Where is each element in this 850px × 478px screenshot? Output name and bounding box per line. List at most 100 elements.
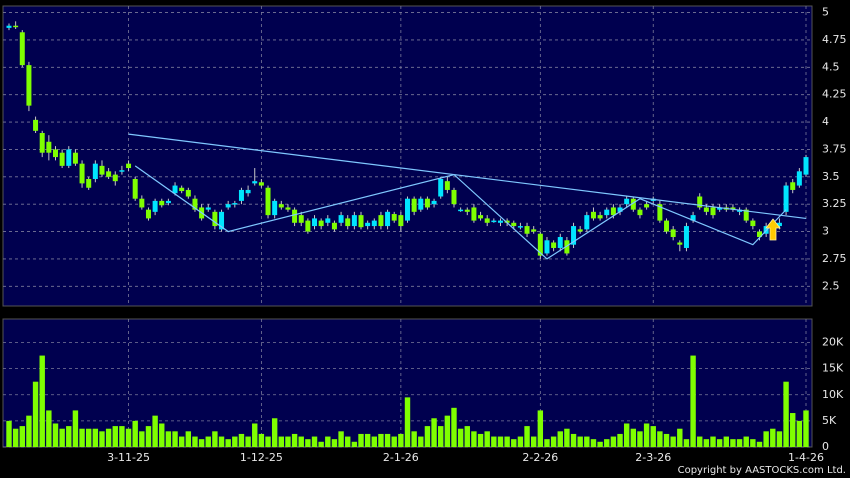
candle-body <box>730 207 736 210</box>
candle-body <box>610 207 616 216</box>
candle-body <box>19 32 25 66</box>
volume-bar <box>198 439 205 447</box>
candle-body <box>99 165 105 175</box>
candle-body <box>571 226 577 245</box>
candle-body <box>219 211 225 230</box>
volume-bar <box>716 439 723 447</box>
candle-body <box>657 204 663 221</box>
volume-bar <box>770 428 776 447</box>
volume-bar <box>245 436 251 447</box>
volume-bar <box>584 436 590 447</box>
candle-body <box>72 152 78 164</box>
volume-bar <box>192 436 198 447</box>
candle-body <box>119 170 125 172</box>
candle-body <box>517 226 523 228</box>
volume-bar <box>477 433 484 447</box>
volume-bar <box>491 436 497 447</box>
volume-bar <box>391 436 397 447</box>
candle-body <box>106 171 112 177</box>
candle-body <box>644 204 650 208</box>
candle-body <box>272 200 278 216</box>
volume-bar <box>291 433 298 447</box>
y-tick-label: 4 <box>822 115 829 128</box>
candle-body <box>205 207 211 210</box>
y-tick-label: 5K <box>822 414 837 427</box>
candle-body <box>604 209 610 216</box>
candle-body <box>464 209 470 212</box>
volume-bar <box>345 436 351 447</box>
candle-body <box>391 214 397 221</box>
candle-body <box>132 178 138 199</box>
signal-arrow <box>765 218 781 241</box>
candle-body <box>683 226 689 248</box>
volume-bar <box>604 439 610 447</box>
candle-body <box>52 149 58 158</box>
candle-body <box>405 198 410 221</box>
candle-body <box>458 209 464 212</box>
volume-bar <box>650 426 656 447</box>
volume-bar <box>438 426 444 447</box>
volume-bar <box>637 431 643 447</box>
candle-body <box>590 211 596 219</box>
candle-body <box>385 211 391 227</box>
candle-body <box>398 215 404 227</box>
volume-bar <box>756 441 763 447</box>
candle-body <box>139 198 145 208</box>
volume-bar <box>252 423 258 447</box>
candle-body <box>172 185 178 194</box>
candle-body <box>637 209 643 216</box>
candle-body <box>551 242 557 248</box>
candle-body <box>564 240 570 254</box>
y-tick-label: 15K <box>822 362 844 375</box>
volume-bar <box>484 431 490 447</box>
candle-body <box>531 229 537 232</box>
volume-bar <box>311 436 318 447</box>
x-tick-label: 3-11-25 <box>107 451 150 464</box>
candle-body <box>491 220 497 223</box>
x-tick-label: 2-2-26 <box>522 451 558 464</box>
volume-bar <box>66 426 72 447</box>
candle-body <box>298 215 304 223</box>
candle-body <box>757 231 763 238</box>
candle-body <box>59 152 65 166</box>
candle-body <box>6 25 12 28</box>
y-tick-label: 3.5 <box>822 170 840 183</box>
candle-body <box>710 207 716 216</box>
volume-bar <box>418 436 424 447</box>
candle-body <box>504 220 510 223</box>
candle-body <box>790 182 796 190</box>
volume-bar <box>338 431 344 447</box>
volume-bar <box>663 433 670 447</box>
volume-bar <box>703 439 710 447</box>
volume-bar <box>398 433 404 447</box>
candle-body <box>524 226 530 234</box>
candle-body <box>544 240 550 254</box>
candle-body <box>411 198 417 212</box>
volume-bar <box>285 436 291 447</box>
candle-body <box>225 204 231 208</box>
candle-body <box>331 222 337 230</box>
volume-bar <box>511 439 517 447</box>
candle-body <box>345 218 351 227</box>
volume-bar <box>32 381 39 447</box>
volume-bar <box>763 431 769 447</box>
candle-body <box>776 222 782 227</box>
candle-body <box>796 171 802 186</box>
volume-bar <box>165 431 172 447</box>
candle-body <box>92 163 98 179</box>
volume-bar <box>736 439 743 447</box>
volume-bar <box>145 426 152 447</box>
candle-body <box>484 218 490 223</box>
volume-bar <box>451 407 457 447</box>
candle-body <box>245 189 251 194</box>
volume-bar <box>670 436 676 447</box>
candle-body <box>697 196 703 208</box>
candle-body <box>179 187 185 192</box>
volume-bar <box>225 439 231 447</box>
volume-bar <box>697 436 703 447</box>
volume-bar <box>325 436 331 447</box>
volume-bar <box>384 433 391 447</box>
volume-bar <box>19 426 25 447</box>
volume-bar <box>783 381 789 447</box>
